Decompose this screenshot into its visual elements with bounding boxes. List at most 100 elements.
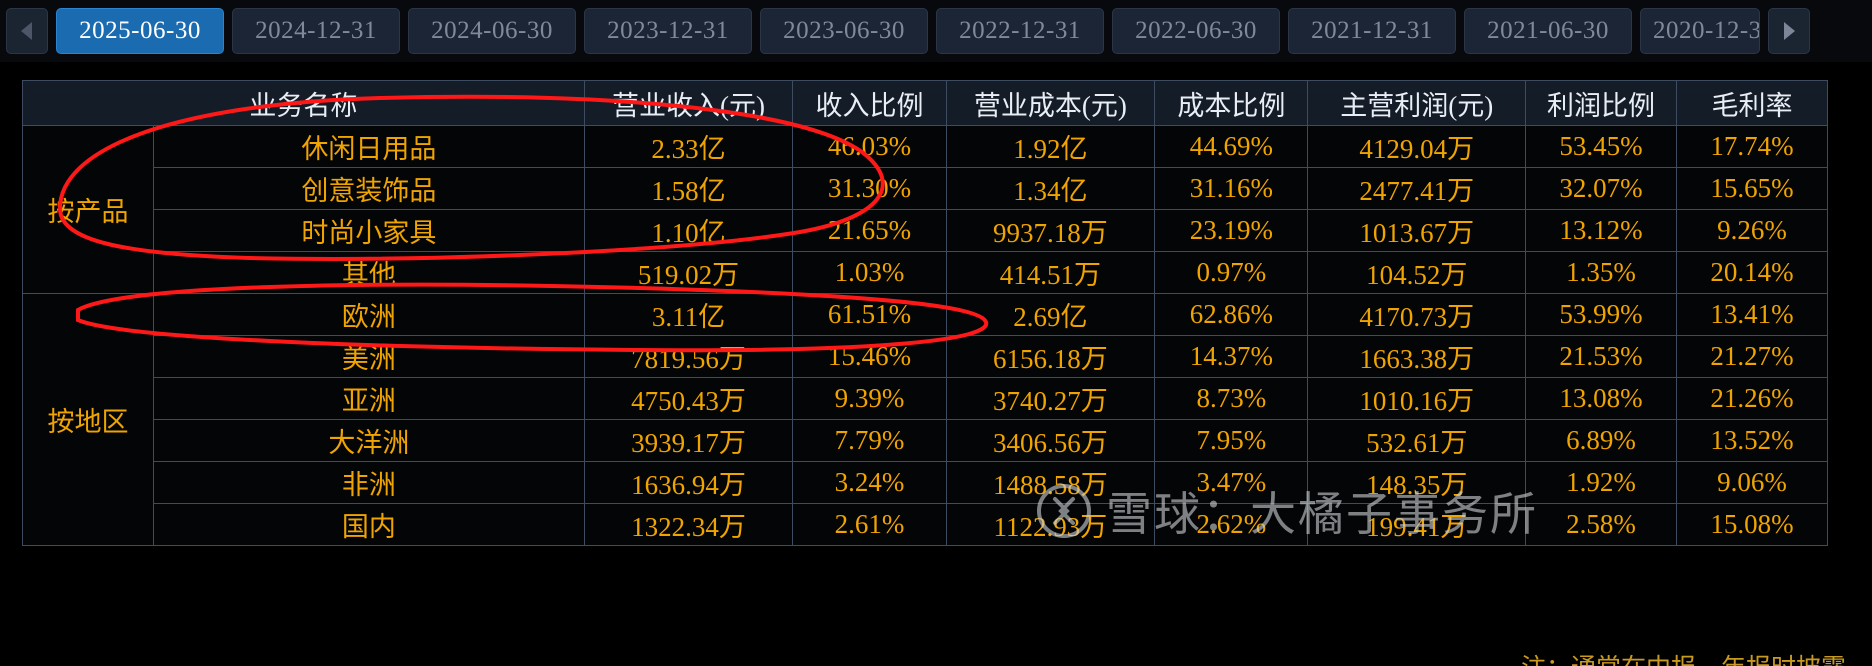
- cell-cost: 1.92亿: [945, 125, 1156, 168]
- cell-gross-margin: 13.41%: [1675, 293, 1829, 336]
- table-row[interactable]: 按地区 欧洲 3.11亿 61.51% 2.69亿 62.86% 4170.73…: [22, 293, 1829, 546]
- date-tab-2021-12-31[interactable]: 2021-12-31: [1288, 8, 1456, 54]
- cell-cost: 6156.18万: [945, 335, 1156, 378]
- table-row[interactable]: 国内 1322.34万 2.61% 1122.93万 2.62% 199.41万…: [23, 503, 1829, 546]
- cell-cost-ratio: 62.86%: [1154, 293, 1309, 336]
- cell-revenue-ratio: 1.03%: [792, 251, 947, 294]
- cell-cost-ratio: 44.69%: [1154, 125, 1309, 168]
- cell-revenue-ratio: 21.65%: [792, 209, 947, 252]
- cell-profit-ratio: 53.45%: [1525, 125, 1677, 168]
- table-row[interactable]: 亚洲 4750.43万 9.39% 3740.27万 8.73% 1010.16…: [23, 377, 1829, 420]
- table-row[interactable]: 大洋洲 3939.17万 7.79% 3406.56万 7.95% 532.61…: [23, 419, 1829, 462]
- cell-gross-margin: 9.26%: [1675, 209, 1829, 252]
- table-row[interactable]: 其他 519.02万 1.03% 414.51万 0.97% 104.52万 1…: [23, 251, 1829, 294]
- date-tab-2023-06-30[interactable]: 2023-06-30: [760, 8, 928, 54]
- date-tab-2025-06-30[interactable]: 2025-06-30: [56, 8, 224, 54]
- row-name: 大洋洲: [152, 419, 585, 462]
- cell-cost: 1.34亿: [945, 167, 1156, 210]
- date-tab-2021-06-30[interactable]: 2021-06-30: [1464, 8, 1632, 54]
- col-header-main-profit: 主营利润(元): [1307, 80, 1526, 126]
- date-period-tabbar: 2025-06-30 2024-12-31 2024-06-30 2023-12…: [0, 0, 1872, 62]
- date-tab-2022-12-31[interactable]: 2022-12-31: [936, 8, 1104, 54]
- cell-profit-ratio: 53.99%: [1525, 293, 1677, 336]
- cell-cost-ratio: 3.47%: [1154, 461, 1309, 504]
- cell-profit-ratio: 1.92%: [1525, 461, 1677, 504]
- col-header-business-name: 业务名称: [22, 80, 585, 126]
- cell-profit-ratio: 6.89%: [1525, 419, 1677, 462]
- next-period-button[interactable]: [1768, 8, 1810, 54]
- row-name: 时尚小家具: [152, 209, 585, 252]
- cell-profit-ratio: 2.58%: [1525, 503, 1677, 546]
- cell-revenue-ratio: 15.46%: [792, 335, 947, 378]
- row-name: 亚洲: [152, 377, 585, 420]
- date-tab-label: 2024-12-31: [255, 17, 377, 44]
- cell-main-profit: 4129.04万: [1307, 125, 1526, 168]
- date-tab-label: 2022-06-30: [1135, 17, 1257, 44]
- row-name: 欧洲: [152, 293, 585, 336]
- cell-cost: 1488.58万: [945, 461, 1156, 504]
- cell-main-profit: 2477.41万: [1307, 167, 1526, 210]
- table-row[interactable]: 美洲 7819.56万 15.46% 6156.18万 14.37% 1663.…: [23, 335, 1829, 378]
- cell-cost-ratio: 31.16%: [1154, 167, 1309, 210]
- cell-revenue-ratio: 3.24%: [792, 461, 947, 504]
- cell-profit-ratio: 21.53%: [1525, 335, 1677, 378]
- cell-gross-margin: 9.06%: [1675, 461, 1829, 504]
- cell-main-profit: 104.52万: [1307, 251, 1526, 294]
- row-name: 非洲: [152, 461, 585, 504]
- cell-cost-ratio: 8.73%: [1154, 377, 1309, 420]
- cell-revenue-ratio: 9.39%: [792, 377, 947, 420]
- cell-main-profit: 1010.16万: [1307, 377, 1526, 420]
- prev-period-button[interactable]: [6, 8, 48, 54]
- cell-profit-ratio: 32.07%: [1525, 167, 1677, 210]
- cell-main-profit: 4170.73万: [1307, 293, 1526, 336]
- cell-cost: 3740.27万: [945, 377, 1156, 420]
- cell-revenue: 7819.56万: [583, 335, 794, 378]
- segment-report-table: 业务名称 营业收入(元) 收入比例 营业成本(元) 成本比例 主营利润(元) 利…: [22, 80, 1829, 546]
- row-name: 美洲: [152, 335, 585, 378]
- cell-revenue: 2.33亿: [583, 125, 794, 168]
- table-header-row: 业务名称 营业收入(元) 收入比例 营业成本(元) 成本比例 主营利润(元) 利…: [22, 80, 1829, 126]
- cell-gross-margin: 21.26%: [1675, 377, 1829, 420]
- row-name: 创意装饰品: [152, 167, 585, 210]
- col-header-gross-margin: 毛利率: [1675, 80, 1829, 126]
- date-tab-2020-12-31[interactable]: 2020-12-3: [1640, 8, 1760, 54]
- date-tab-label: 2025-06-30: [79, 17, 201, 44]
- cell-revenue: 519.02万: [583, 251, 794, 294]
- date-tab-2023-12-31[interactable]: 2023-12-31: [584, 8, 752, 54]
- table-row[interactable]: 按产品 休闲日用品 2.33亿 46.03% 1.92亿 44.69% 4129…: [22, 125, 1829, 294]
- table-row[interactable]: 非洲 1636.94万 3.24% 1488.58万 3.47% 148.35万…: [23, 461, 1829, 504]
- cell-gross-margin: 20.14%: [1675, 251, 1829, 294]
- cell-cost: 1122.93万: [945, 503, 1156, 546]
- date-tab-label: 2021-06-30: [1487, 17, 1609, 44]
- cell-gross-margin: 21.27%: [1675, 335, 1829, 378]
- row-name: 国内: [152, 503, 585, 546]
- col-header-revenue-ratio: 收入比例: [792, 80, 947, 126]
- group-label-by-product: 按产品: [22, 125, 154, 294]
- col-header-profit-ratio: 利润比例: [1525, 80, 1677, 126]
- cell-cost-ratio: 0.97%: [1154, 251, 1309, 294]
- cell-revenue: 3.11亿: [583, 293, 794, 336]
- cell-revenue: 3939.17万: [583, 419, 794, 462]
- cell-gross-margin: 15.65%: [1675, 167, 1829, 210]
- date-tab-label: 2023-06-30: [783, 17, 905, 44]
- date-tab-label: 2023-12-31: [607, 17, 729, 44]
- table-row[interactable]: 时尚小家具 1.10亿 21.65% 9937.18万 23.19% 1013.…: [23, 209, 1829, 252]
- date-tab-label: 2024-06-30: [431, 17, 553, 44]
- cell-revenue: 1.10亿: [583, 209, 794, 252]
- cell-main-profit: 1013.67万: [1307, 209, 1526, 252]
- date-tab-2024-06-30[interactable]: 2024-06-30: [408, 8, 576, 54]
- date-tab-2022-06-30[interactable]: 2022-06-30: [1112, 8, 1280, 54]
- cell-cost-ratio: 2.62%: [1154, 503, 1309, 546]
- date-tab-2024-12-31[interactable]: 2024-12-31: [232, 8, 400, 54]
- footnote-text: 注：通常在中报、年报时披露: [1521, 648, 1846, 666]
- cell-revenue-ratio: 46.03%: [792, 125, 947, 168]
- cell-cost: 3406.56万: [945, 419, 1156, 462]
- date-tab-label: 2020-12-3: [1653, 17, 1760, 44]
- cell-gross-margin: 15.08%: [1675, 503, 1829, 546]
- segment-report-table-container: 业务名称 营业收入(元) 收入比例 营业成本(元) 成本比例 主营利润(元) 利…: [22, 80, 1829, 546]
- cell-main-profit: 148.35万: [1307, 461, 1526, 504]
- cell-cost: 2.69亿: [945, 293, 1156, 336]
- table-row[interactable]: 创意装饰品 1.58亿 31.30% 1.34亿 31.16% 2477.41万…: [23, 167, 1829, 210]
- date-tab-label: 2021-12-31: [1311, 17, 1433, 44]
